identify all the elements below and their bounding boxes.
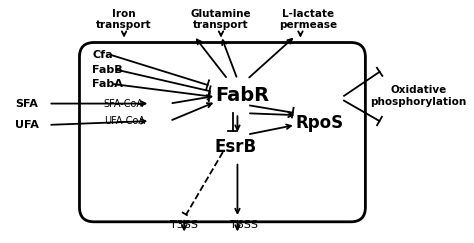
Text: Cfa: Cfa (92, 50, 113, 60)
Text: T6SS: T6SS (230, 220, 258, 230)
Text: Oxidative
phosphorylation: Oxidative phosphorylation (371, 85, 467, 107)
Text: L-lactate
permease: L-lactate permease (279, 9, 337, 30)
Text: SFA: SFA (16, 99, 38, 109)
Text: UFA: UFA (15, 120, 39, 130)
Text: Glutamine
transport: Glutamine transport (191, 9, 251, 30)
Text: FabA: FabA (92, 79, 123, 89)
Text: FabR: FabR (215, 86, 269, 105)
Text: EsrB: EsrB (214, 138, 256, 156)
FancyBboxPatch shape (80, 43, 365, 222)
Text: T3SS: T3SS (170, 220, 198, 230)
Text: Iron
transport: Iron transport (96, 9, 152, 30)
Text: FabB: FabB (92, 65, 123, 75)
Text: UFA-CoA: UFA-CoA (104, 116, 145, 126)
Text: SFA-CoA: SFA-CoA (104, 99, 144, 109)
Text: RpoS: RpoS (296, 114, 344, 132)
